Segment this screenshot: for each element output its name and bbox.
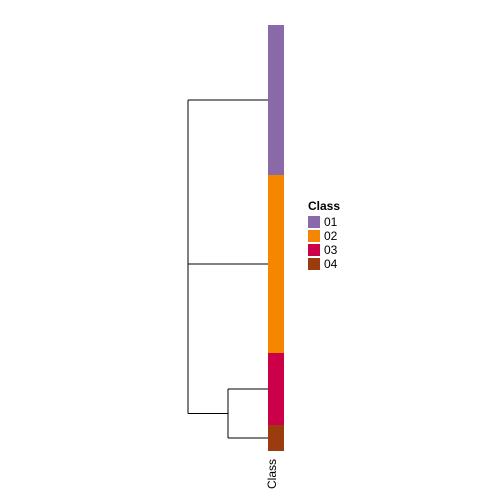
legend-title: Class xyxy=(308,199,340,213)
bar-segment-03 xyxy=(268,353,284,425)
chart-background xyxy=(0,0,504,504)
legend-swatch-03 xyxy=(308,244,320,256)
bar-segment-04 xyxy=(268,425,284,451)
bar-segment-01 xyxy=(268,25,284,175)
bar-segment-02 xyxy=(268,175,284,353)
legend-label-01: 01 xyxy=(324,215,338,229)
legend-swatch-01 xyxy=(308,216,320,228)
legend-label-02: 02 xyxy=(324,229,338,243)
legend-swatch-04 xyxy=(308,258,320,270)
legend-swatch-02 xyxy=(308,230,320,242)
axis-label-class: Class xyxy=(265,459,279,489)
legend-label-03: 03 xyxy=(324,243,338,257)
legend-label-04: 04 xyxy=(324,257,338,271)
stacked-bar-dendrogram: Class Class 01020304 xyxy=(0,0,504,504)
